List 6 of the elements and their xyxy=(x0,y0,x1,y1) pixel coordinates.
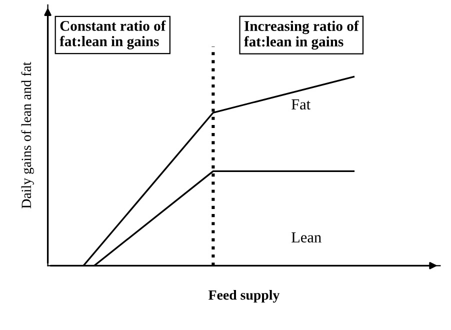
y-axis-title: Daily gains of lean and fat xyxy=(21,62,34,208)
annotation: Fat xyxy=(292,99,311,110)
text: Constant ratio of fat:lean in gains xyxy=(60,20,166,50)
annotation: Lean xyxy=(292,232,322,243)
x-axis-title: Feed supply xyxy=(208,290,280,303)
text: Increasing ratio of fat:lean in gains xyxy=(244,20,359,50)
